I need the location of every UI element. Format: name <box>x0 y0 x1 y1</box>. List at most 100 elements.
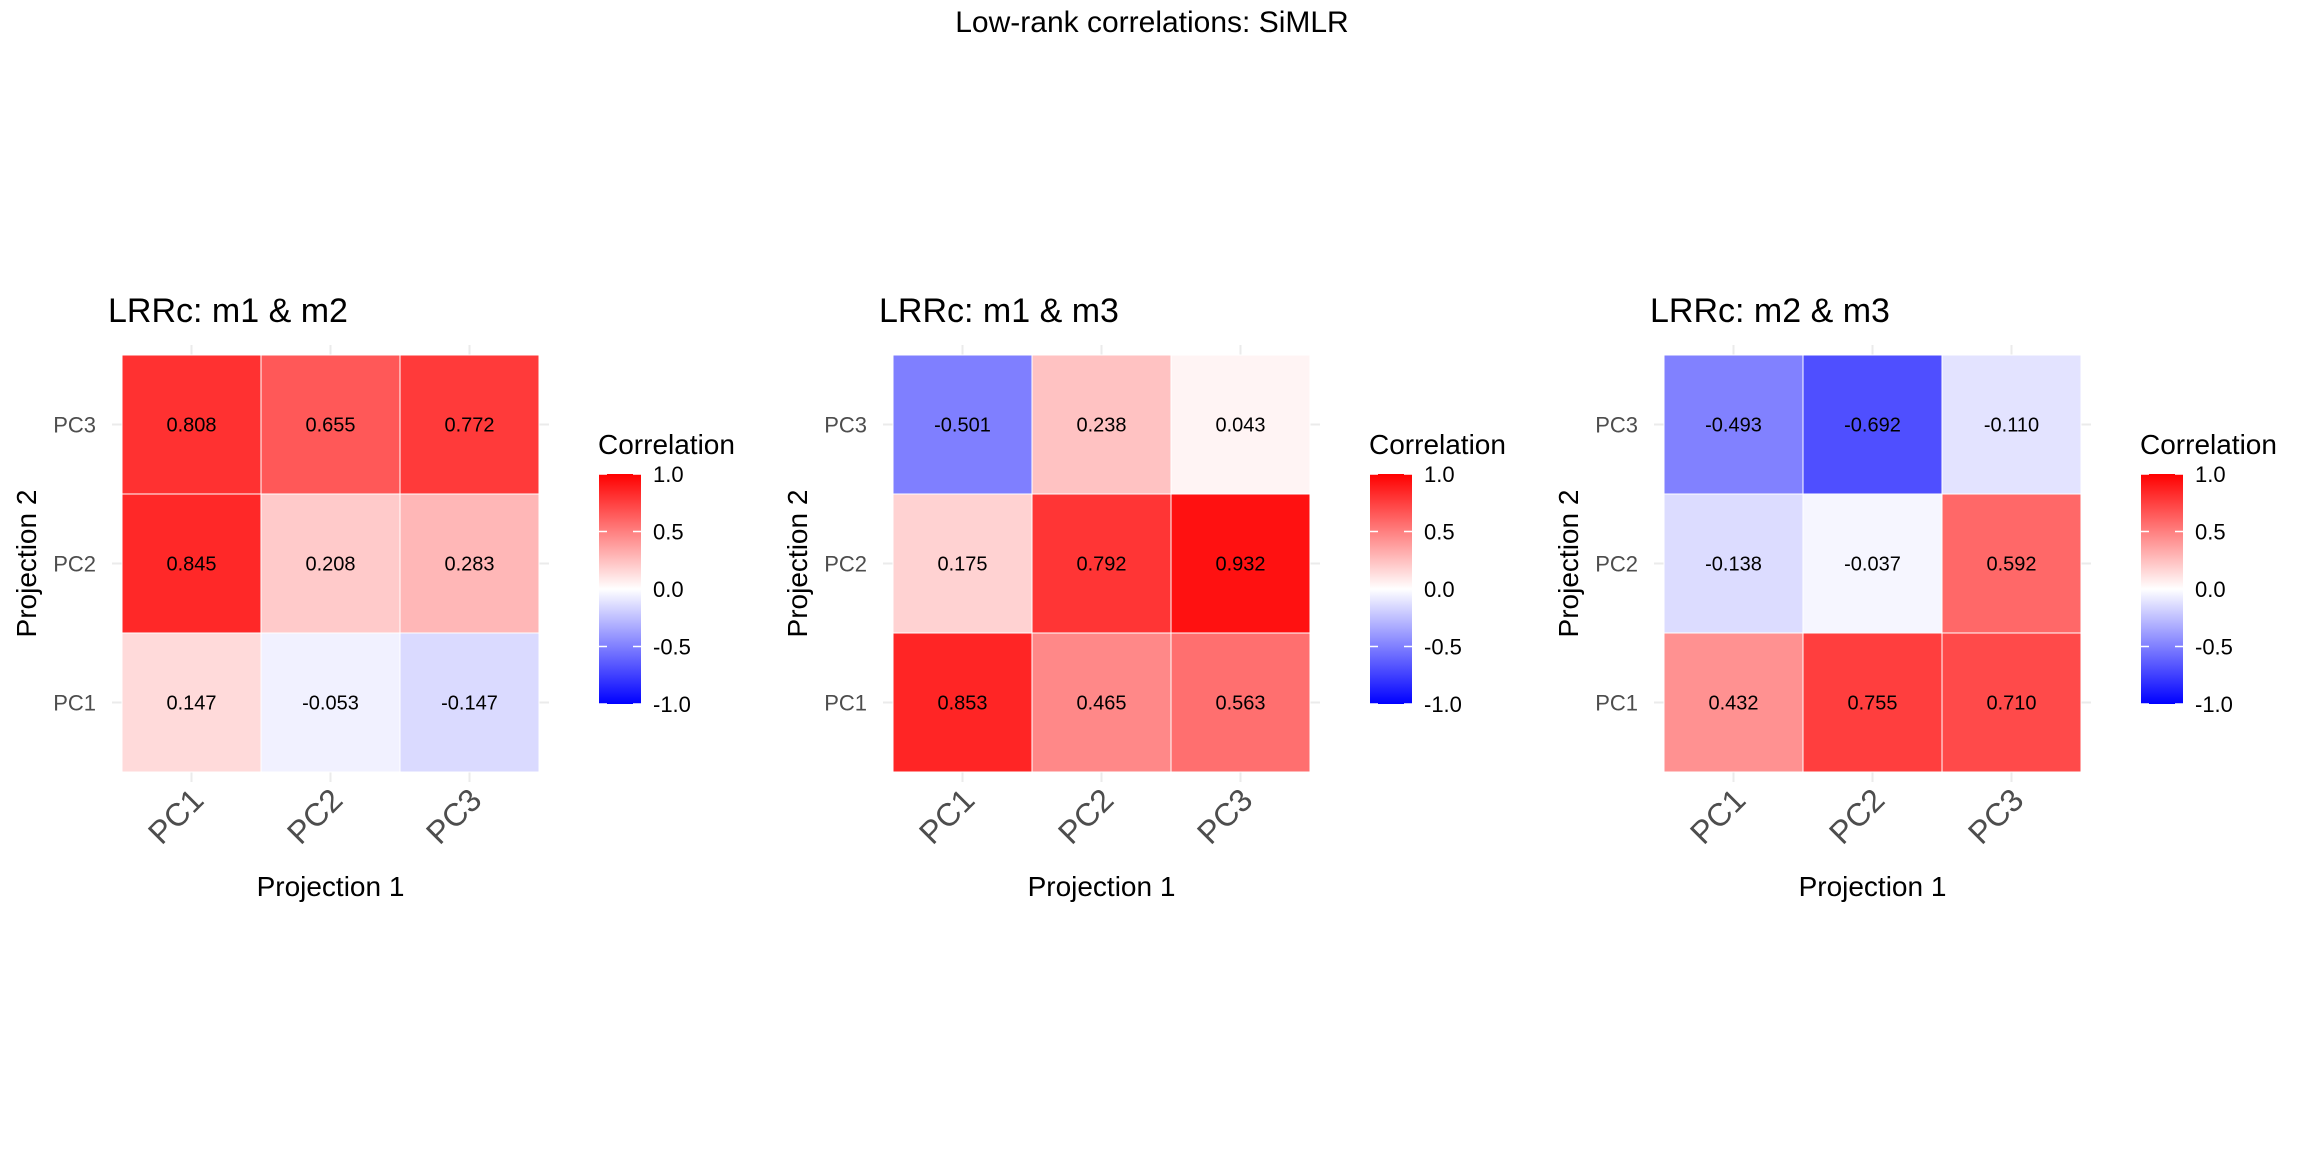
cell-value-label: 0.845 <box>166 554 216 576</box>
heatmap-tile <box>1031 354 1172 495</box>
legend-tick-label: 0.0 <box>1424 577 1455 602</box>
heatmap-tile <box>1031 632 1172 773</box>
x-tick-label: PC2 <box>1822 781 1891 850</box>
cell-value-label: 0.465 <box>1076 693 1126 715</box>
cell-value-label: 0.238 <box>1076 415 1126 437</box>
cell-value-label: -0.692 <box>1844 415 1901 437</box>
cell-value-label: 0.175 <box>937 554 987 576</box>
cell-value-label: 0.147 <box>166 693 216 715</box>
heatmap-tiles: 0.853 0.465 0.563 0.175 0.792 0.932 -0.501 0.23… <box>892 354 1311 773</box>
heatmap-tile <box>1802 493 1943 634</box>
x-tick-label: PC1 <box>141 781 210 850</box>
legend-tick-label: 1.0 <box>653 462 684 487</box>
cell-value-label: 0.772 <box>444 415 494 437</box>
heatmap-tile <box>1802 632 1943 773</box>
heatmap-tile <box>892 632 1033 773</box>
heatmap-tile <box>260 493 401 634</box>
x-axis-label: Projection 1 <box>1799 871 1947 902</box>
legend-tick-label: 1.0 <box>1424 462 1455 487</box>
heatmap-tile <box>121 354 262 495</box>
heatmap-tile <box>1941 493 2082 634</box>
panel-title: LRRc: m1 & m3 <box>879 292 1119 330</box>
legend-tick-label: -0.5 <box>2195 635 2233 660</box>
heatmap-tile <box>1802 354 1943 495</box>
cell-value-label: 0.655 <box>305 415 355 437</box>
cell-value-label: 0.808 <box>166 415 216 437</box>
heatmap-tile <box>260 354 401 495</box>
heatmap-tile <box>1170 354 1311 495</box>
cell-value-label: 0.853 <box>937 693 987 715</box>
y-tick-label: PC2 <box>53 552 96 577</box>
cell-value-label: -0.147 <box>441 693 498 715</box>
heatmap-tile <box>1941 632 2082 773</box>
legend-tick-label: 1.0 <box>2195 462 2226 487</box>
cell-value-label: 0.592 <box>1986 554 2036 576</box>
legend-title: Correlation <box>2140 429 2277 460</box>
heatmap-tile <box>399 632 540 773</box>
cell-value-label: 0.283 <box>444 554 494 576</box>
legend-tick-label: -0.5 <box>653 635 691 660</box>
cell-value-label: 0.710 <box>1986 693 2036 715</box>
heatmap-tiles: 0.147 -0.053 -0.147 0.845 0.208 0.283 0.808 0.6… <box>121 354 540 773</box>
x-tick-label: PC1 <box>1683 781 1752 850</box>
legend-tick-label: -0.5 <box>1424 635 1462 660</box>
heatmap-tile <box>1031 493 1172 634</box>
cell-value-label: -0.053 <box>302 693 359 715</box>
x-tick-label: PC3 <box>419 781 488 850</box>
cell-value-label: 0.563 <box>1215 693 1265 715</box>
heatmap-tiles: 0.432 0.755 0.710 -0.138 -0.037 0.592 -0.493 -0… <box>1663 354 2082 773</box>
cell-value-label: -0.493 <box>1705 415 1762 437</box>
heatmap-panel-3: LRRc: m2 & m3 0.432 0.755 0.710 -0.138 -0.037… <box>1553 292 2277 902</box>
legend-tick-label: 0.0 <box>653 577 684 602</box>
cell-value-label: -0.138 <box>1705 554 1762 576</box>
y-tick-label: PC1 <box>1595 691 1638 716</box>
heatmap-tile <box>1941 354 2082 495</box>
legend-tick-label: -1.0 <box>1424 692 1462 717</box>
legend-tick-label: 0.5 <box>1424 520 1455 545</box>
legend-title: Correlation <box>1369 429 1506 460</box>
x-tick-label: PC2 <box>1051 781 1120 850</box>
panel-title: LRRc: m1 & m2 <box>108 292 348 330</box>
legend-tick-label: -1.0 <box>653 692 691 717</box>
cell-value-label: 0.792 <box>1076 554 1126 576</box>
heatmap-tile <box>399 354 540 495</box>
heatmap-tile <box>1170 632 1311 773</box>
cell-value-label: -0.110 <box>1984 415 2039 437</box>
y-tick-label: PC1 <box>824 691 867 716</box>
legend-title: Correlation <box>598 429 735 460</box>
y-axis-label: Projection 2 <box>11 490 42 638</box>
x-tick-label: PC3 <box>1961 781 2030 850</box>
y-axis-label: Projection 2 <box>782 490 813 638</box>
heatmap-panel-2: LRRc: m1 & m3 0.853 0.465 0.563 0.175 0.792 0.… <box>782 292 1506 902</box>
x-tick-label: PC1 <box>912 781 981 850</box>
figure-title: Low-rank correlations: SiMLR <box>955 6 1348 39</box>
heatmap-tile <box>892 493 1033 634</box>
cell-value-label: 0.432 <box>1708 693 1758 715</box>
cell-value-label: 0.932 <box>1215 554 1265 576</box>
heatmap-tile <box>121 632 262 773</box>
legend-tick-label: 0.0 <box>2195 577 2226 602</box>
heatmap-tile <box>1170 493 1311 634</box>
y-axis-label: Projection 2 <box>1553 490 1584 638</box>
heatmap-tile <box>892 354 1033 495</box>
x-axis-label: Projection 1 <box>257 871 405 902</box>
y-tick-label: PC3 <box>1595 413 1638 438</box>
heatmap-panel-1: LRRc: m1 & m2 0.147 -0.053 -0.147 0.845 0.208… <box>11 292 735 902</box>
panel-title: LRRc: m2 & m3 <box>1650 292 1890 330</box>
cell-value-label: 0.208 <box>305 554 355 576</box>
cell-value-label: 0.755 <box>1847 693 1897 715</box>
x-tick-label: PC2 <box>280 781 349 850</box>
heatmap-tile <box>399 493 540 634</box>
y-tick-label: PC1 <box>53 691 96 716</box>
cell-value-label: 0.043 <box>1215 415 1265 437</box>
legend-tick-label: 0.5 <box>2195 520 2226 545</box>
x-tick-label: PC3 <box>1190 781 1259 850</box>
cell-value-label: -0.037 <box>1844 554 1901 576</box>
y-tick-label: PC3 <box>53 413 96 438</box>
legend-tick-label: -1.0 <box>2195 692 2233 717</box>
y-tick-label: PC3 <box>824 413 867 438</box>
